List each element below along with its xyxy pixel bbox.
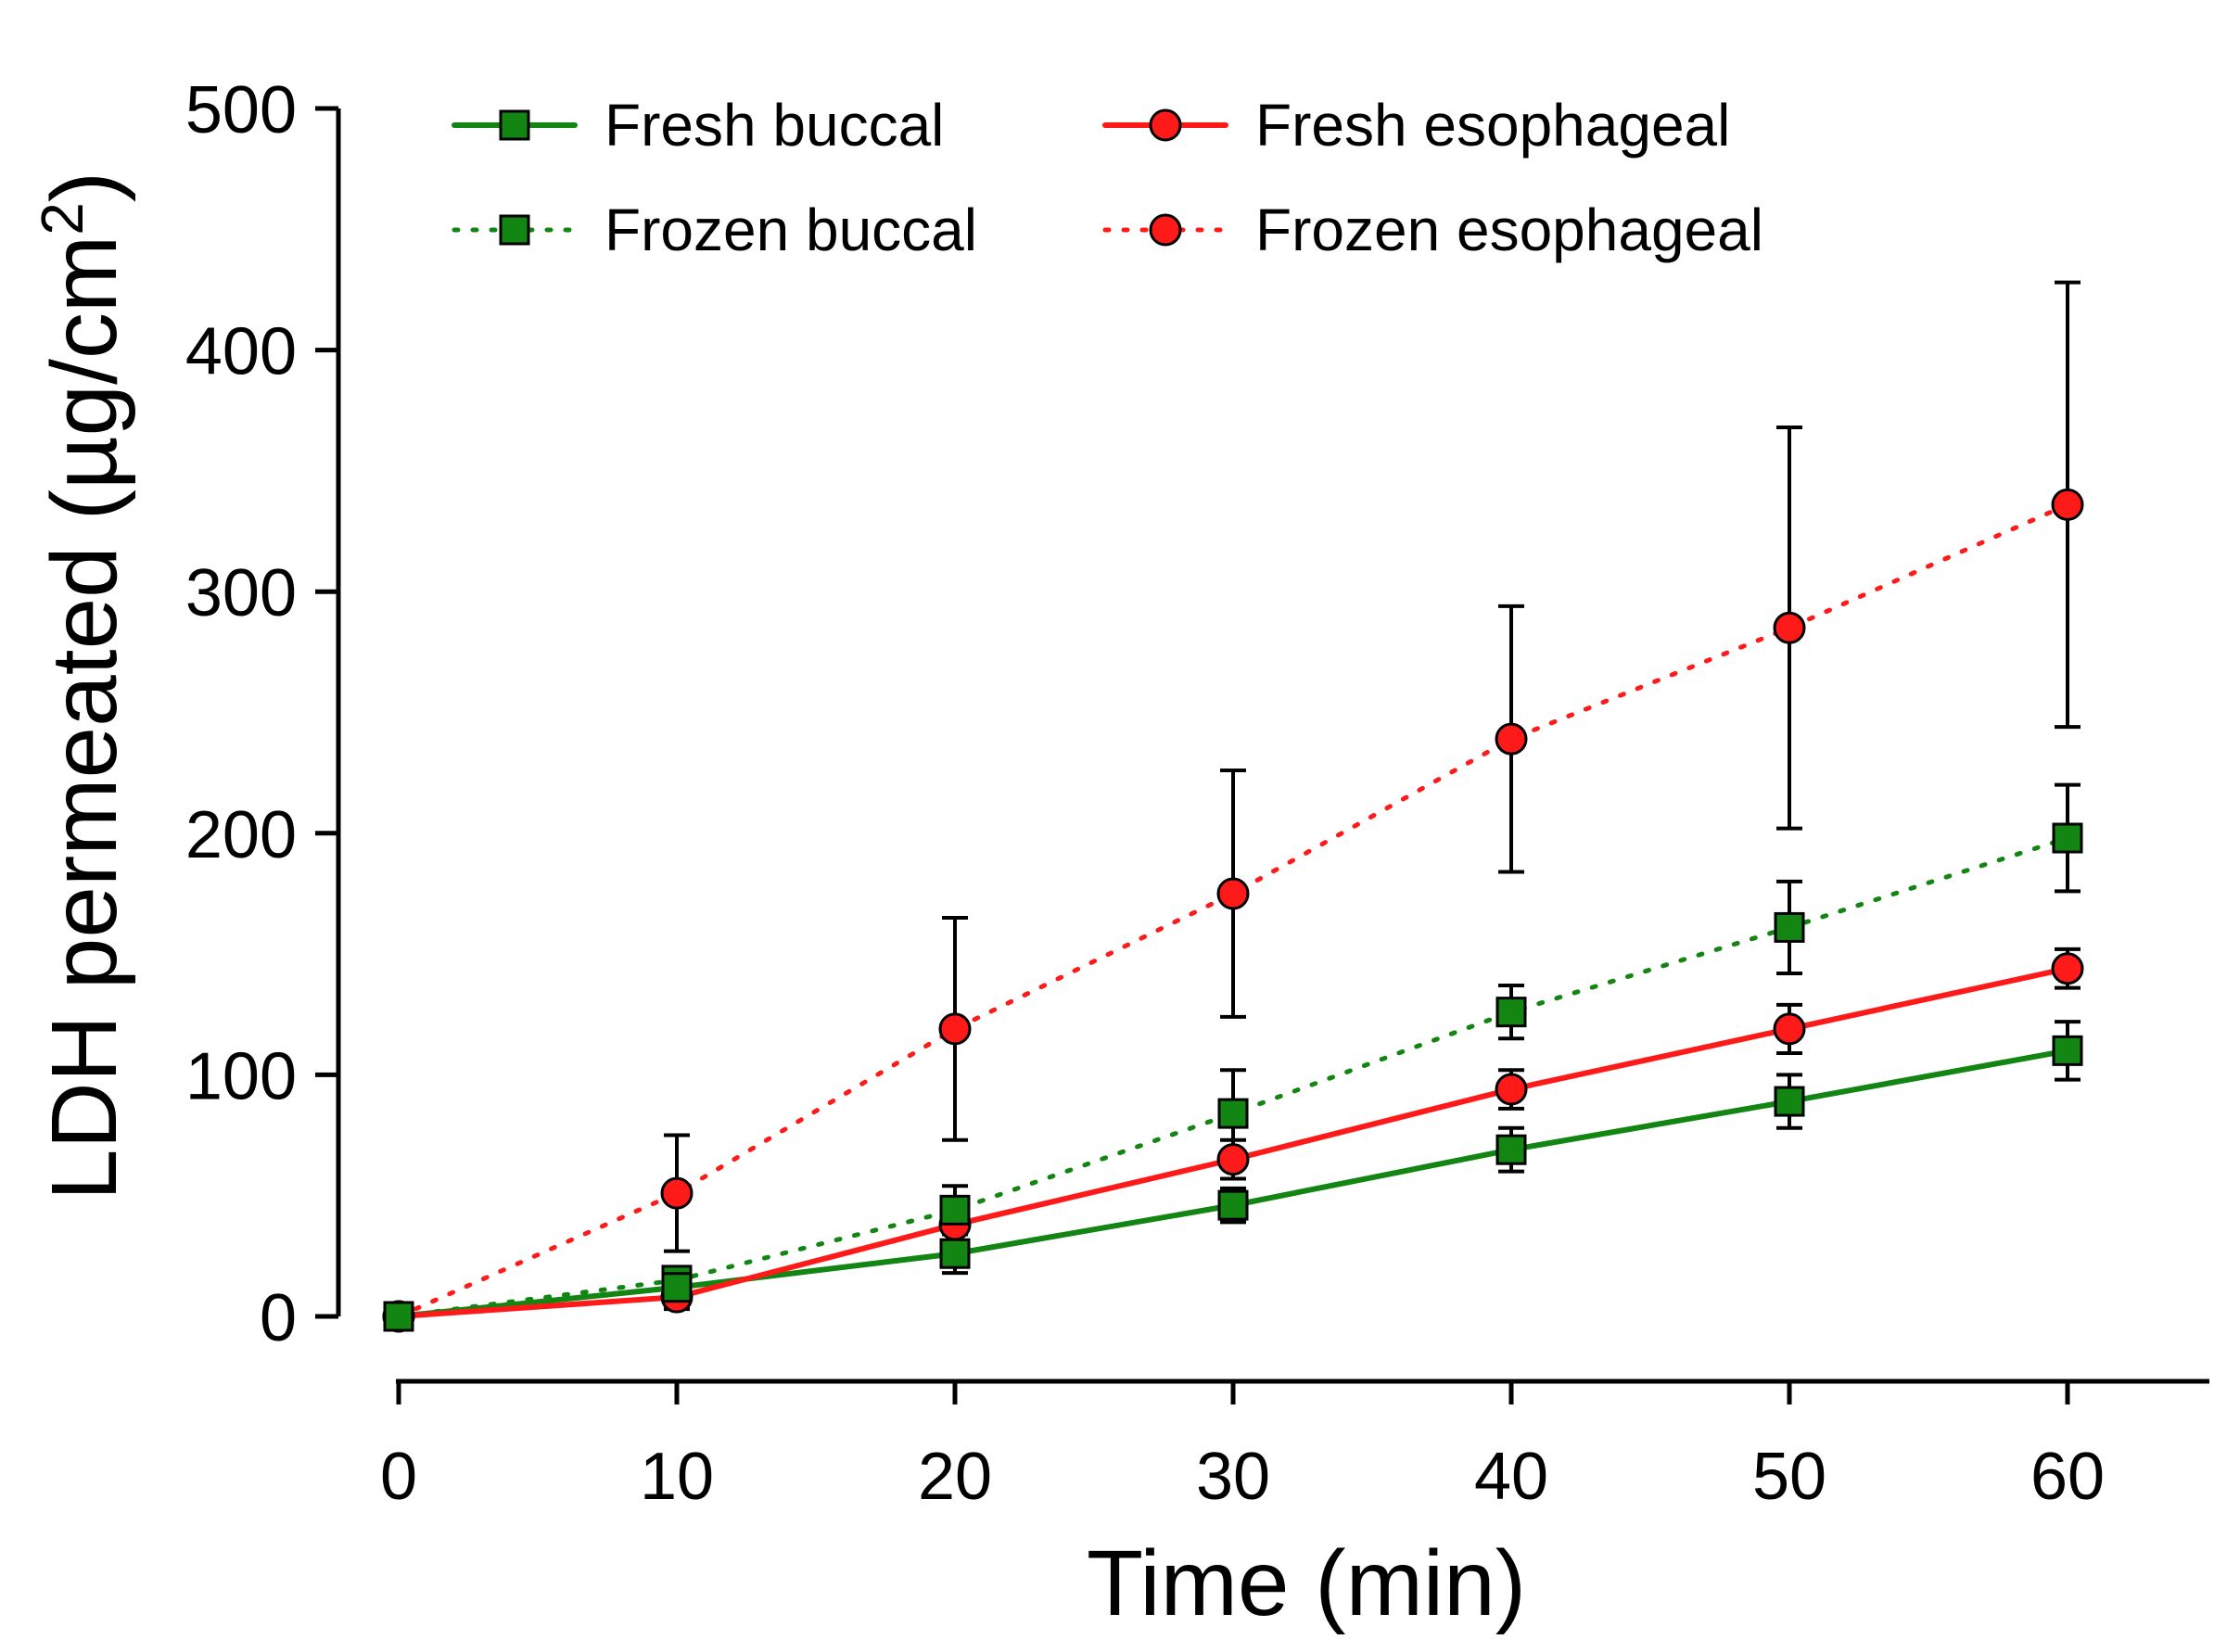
data-point-frozen-esophageal [1216,877,1250,910]
x-tick-label: 30 [1196,1440,1270,1514]
data-point-fresh-buccal [661,1272,693,1303]
y-axis-title-main: LDH permeated (µg/cm [32,235,136,1201]
data-point-fresh-buccal [1495,1134,1527,1165]
legend-label: Fresh buccal [604,92,944,159]
legend-label: Frozen esophageal [1255,197,1763,263]
legend-marker-swatch [1149,213,1182,247]
x-tick-label: 0 [380,1440,417,1514]
y-tick-label: 0 [260,1281,297,1355]
legend-marker-swatch [499,109,530,141]
data-point-fresh-esophageal [1216,1143,1250,1176]
legend-item-fresh-esophageal: Fresh esophageal [1102,92,1730,159]
legend-item-fresh-buccal: Fresh buccal [452,92,944,159]
data-point-frozen-esophageal [660,1176,694,1210]
data-point-fresh-esophageal [1773,1012,1806,1046]
legend: Fresh buccal Frozen buccal Fresh esophagea… [452,92,1763,263]
y-axis-title-superscript: 2 [29,202,95,235]
y-axis-title-close: ) [32,172,136,202]
data-point-fresh-esophageal [2051,952,2084,985]
x-tick-label: 50 [1752,1440,1826,1514]
legend-marker-swatch [1149,108,1182,142]
y-tick-label: 300 [185,556,297,630]
legend-label: Frozen buccal [604,197,977,263]
data-point-frozen-buccal [1217,1098,1249,1129]
data-point-fresh-buccal [383,1301,414,1332]
legend-item-frozen-esophageal: Frozen esophageal [1102,197,1763,263]
data-point-frozen-esophageal [1495,722,1528,756]
data-point-frozen-buccal [1774,911,1805,943]
y-tick-label: 500 [185,73,297,147]
data-point-fresh-esophageal [1495,1073,1528,1106]
data-point-frozen-esophageal [2051,488,2084,521]
data-point-fresh-buccal [1217,1189,1249,1221]
x-tick-label: 20 [918,1440,992,1514]
data-point-frozen-esophageal [1773,611,1806,644]
error-bars [664,280,2081,1312]
axes: 0 100 200 300 400 500 0 10 20 30 40 50 60 [185,73,2209,1514]
data-point-fresh-buccal [939,1238,971,1269]
y-tick-label: 100 [185,1039,297,1113]
legend-label: Fresh esophageal [1255,92,1730,159]
x-tick-label: 60 [2030,1440,2105,1514]
data-point-fresh-buccal [2052,1035,2083,1066]
data-markers [382,488,2084,1333]
data-point-frozen-buccal [939,1194,971,1226]
data-point-frozen-buccal [2052,822,2083,854]
x-tick-label: 40 [1474,1440,1548,1514]
y-axis-title: LDH permeated (µg/cm2) [29,172,136,1201]
x-tick-label: 10 [640,1440,714,1514]
y-tick-label: 400 [185,315,297,389]
data-point-frozen-esophageal [938,1012,972,1046]
data-point-frozen-buccal [1495,997,1527,1028]
legend-item-frozen-buccal: Frozen buccal [452,197,977,263]
data-point-fresh-buccal [1774,1086,1805,1117]
x-axis-title: Time (min) [1087,1531,1526,1635]
legend-marker-swatch [499,214,530,246]
y-tick-label: 200 [185,798,297,872]
